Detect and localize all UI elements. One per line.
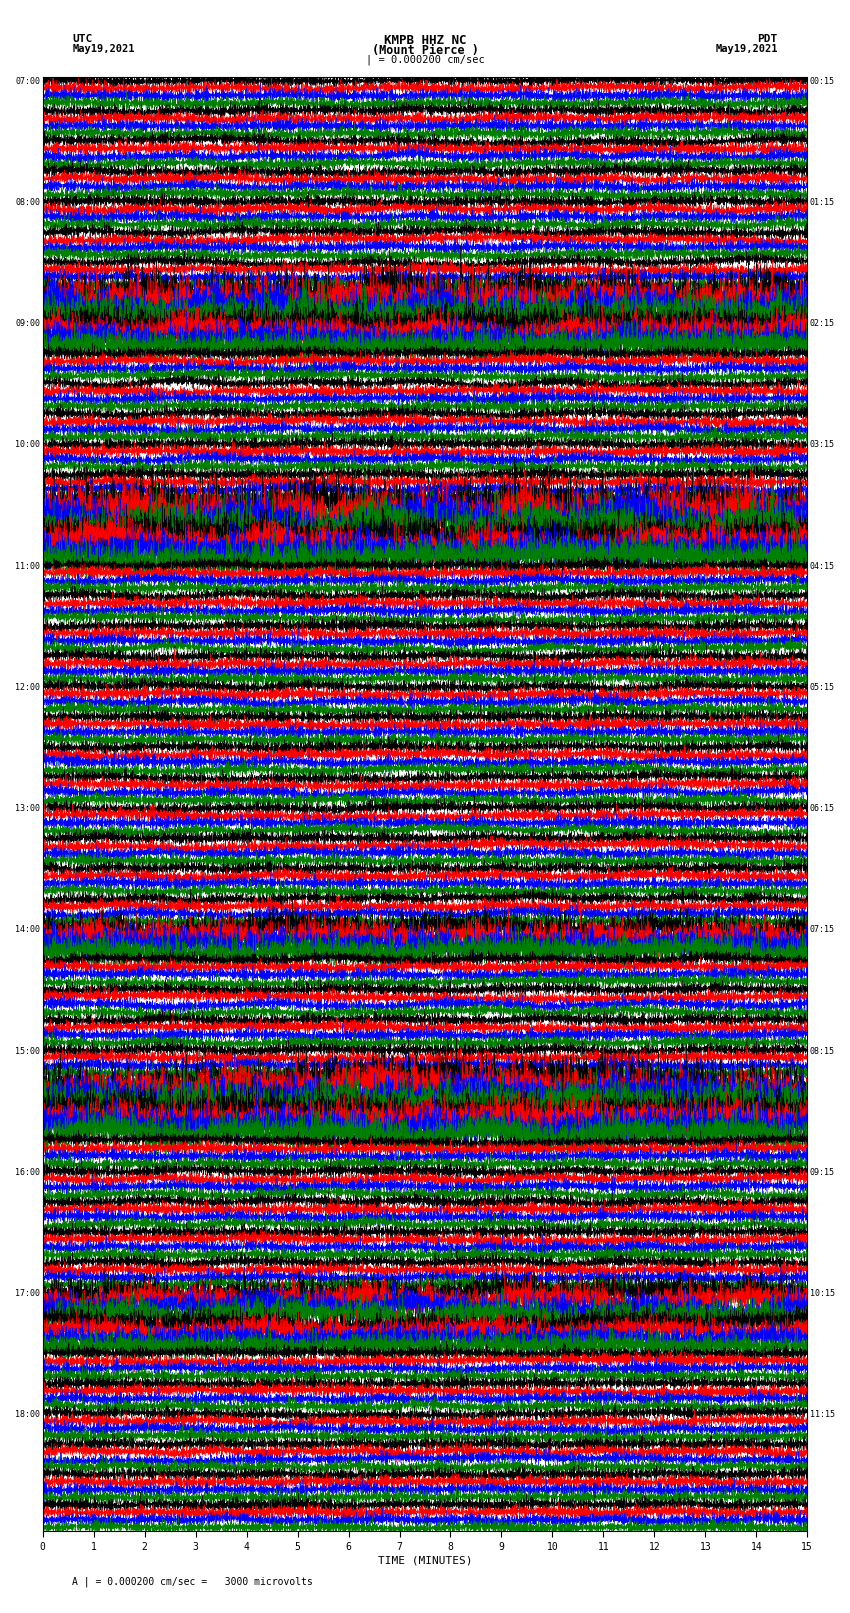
Text: KMPB HHZ NC: KMPB HHZ NC bbox=[383, 34, 467, 47]
Text: UTC: UTC bbox=[72, 34, 93, 44]
Text: (Mount Pierce ): (Mount Pierce ) bbox=[371, 44, 479, 56]
Text: PDT: PDT bbox=[757, 34, 778, 44]
Text: A | = 0.000200 cm/sec =   3000 microvolts: A | = 0.000200 cm/sec = 3000 microvolts bbox=[72, 1576, 313, 1587]
Text: | = 0.000200 cm/sec: | = 0.000200 cm/sec bbox=[366, 55, 484, 66]
Text: May19,2021: May19,2021 bbox=[715, 44, 778, 53]
X-axis label: TIME (MINUTES): TIME (MINUTES) bbox=[377, 1557, 473, 1566]
Text: May19,2021: May19,2021 bbox=[72, 44, 135, 53]
